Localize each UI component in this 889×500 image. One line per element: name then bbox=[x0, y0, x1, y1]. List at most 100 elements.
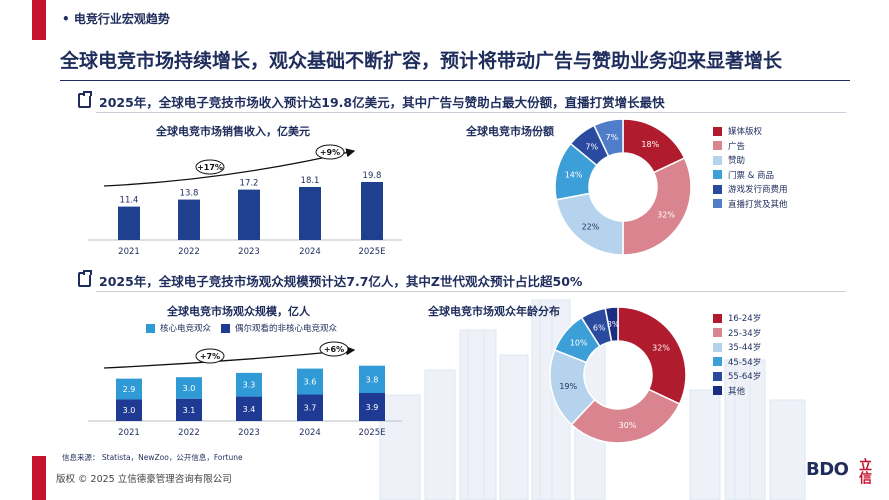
casual-viewer-bar bbox=[236, 396, 262, 421]
core-viewer-bar bbox=[176, 377, 202, 399]
donut-slice-label: 7% bbox=[585, 143, 598, 152]
legend-label-core: 核心电竞观众 bbox=[160, 324, 212, 334]
legend-swatch bbox=[713, 342, 722, 352]
legend-swatch bbox=[713, 141, 722, 151]
donut-slice-label: 14% bbox=[565, 170, 583, 179]
revenue-bar bbox=[178, 199, 200, 240]
audience-chart-title: 全球电竞市场观众规模，亿人 bbox=[167, 305, 310, 318]
donut-slice-label: 22% bbox=[582, 222, 600, 231]
revenue-category-label: 2021 bbox=[118, 247, 140, 257]
revenue-bar bbox=[299, 186, 321, 240]
growth-arrow bbox=[103, 346, 356, 369]
growth-badge bbox=[315, 144, 345, 160]
legend-swatch bbox=[713, 386, 722, 396]
market-share-legend: 媒体版权广告赞助门票 & 商品游戏发行商费用 直播打赏及其他 bbox=[713, 124, 788, 211]
donut-slice bbox=[604, 306, 619, 343]
legend-label: 直播打赏及其他 bbox=[728, 199, 788, 210]
casual-viewer-bar bbox=[176, 398, 202, 421]
legend-item: 45-54岁 bbox=[713, 355, 761, 370]
growth-label: +7% bbox=[200, 352, 220, 361]
audience-value-label: 3.1 bbox=[183, 406, 196, 415]
audience-value-label: 3.9 bbox=[366, 403, 379, 412]
legend-item: 25-34岁 bbox=[713, 326, 761, 341]
audience-value-label: 3.4 bbox=[243, 405, 256, 414]
audience-category-label: 2022 bbox=[178, 428, 200, 438]
legend-label: 门票 & 商品 bbox=[728, 170, 775, 181]
donut-slice-label: 7% bbox=[606, 133, 619, 142]
audience-value-label: 3.8 bbox=[366, 375, 379, 384]
donut-slice-label: 10% bbox=[570, 338, 588, 347]
donut-slice bbox=[622, 157, 692, 256]
legend-swatch bbox=[713, 328, 722, 338]
revenue-value-label: 19.8 bbox=[363, 171, 382, 181]
legend-label: 25-34岁 bbox=[728, 328, 762, 339]
revenue-category-label: 2022 bbox=[178, 247, 200, 257]
audience-value-label: 3.0 bbox=[123, 406, 136, 415]
legend-swatch bbox=[713, 357, 722, 367]
title-divider bbox=[60, 80, 850, 81]
copyright-text: 版权 © 2025 立信德豪管理咨询有限公司 bbox=[56, 474, 232, 485]
donut-slice bbox=[617, 306, 687, 405]
revenue-bar bbox=[361, 182, 383, 240]
age-distribution-legend: 16-24岁 25-34岁 35-44岁 45-54岁 55-64岁 其他 bbox=[713, 311, 761, 398]
audience-value-label: 3.7 bbox=[304, 404, 317, 413]
growth-label: +17% bbox=[197, 163, 223, 172]
donut-slice bbox=[593, 118, 624, 158]
audience-category-label: 2025E bbox=[358, 428, 385, 438]
legend-swatch bbox=[713, 371, 722, 381]
legend-swatch bbox=[713, 155, 722, 165]
legend-swatch bbox=[713, 126, 722, 136]
market-share-chart-title: 全球电竞市场份额 bbox=[466, 125, 554, 138]
source-note: 信息来源： Statista，NewZoo，公开信息，Fortune bbox=[62, 453, 243, 462]
legend-item: 直播打赏及其他 bbox=[713, 197, 788, 212]
legend-item: 35-44岁 bbox=[713, 340, 761, 355]
revenue-value-label: 17.2 bbox=[240, 179, 259, 189]
audience-growth: +7% +6% bbox=[103, 341, 356, 369]
legend-label: 广告 bbox=[728, 141, 746, 152]
growth-label: +9% bbox=[320, 148, 340, 157]
revenue-growth: +17% +9% bbox=[103, 144, 356, 187]
legend-label: 游戏发行商费用 bbox=[728, 185, 788, 196]
legend-item: 门票 & 商品 bbox=[713, 168, 788, 183]
audience-category-label: 2023 bbox=[238, 428, 260, 438]
legend-label: 媒体版权 bbox=[728, 127, 763, 138]
legend-label-casual: 偶尔观看的非核心电竞观众 bbox=[235, 324, 338, 334]
donut-slice-label: 18% bbox=[641, 140, 659, 149]
donut-slice bbox=[570, 388, 681, 444]
casual-viewer-bar bbox=[359, 393, 385, 421]
donut-slice-label: 32% bbox=[657, 210, 675, 219]
donut-slice-label: 3% bbox=[607, 320, 620, 329]
section1-divider bbox=[96, 112, 846, 113]
clipboard-icon bbox=[78, 91, 92, 108]
page-title: 全球电竞市场持续增长，观众基础不断扩容，预计将带动广告与赞助业务迎来显著增长 bbox=[60, 50, 783, 72]
audience-value-label: 2.9 bbox=[123, 385, 136, 394]
growth-badge bbox=[195, 159, 225, 175]
donut-slice-label: 19% bbox=[559, 382, 577, 391]
legend-item: 广告 bbox=[713, 139, 788, 154]
audience-value-label: 3.6 bbox=[304, 378, 317, 387]
audience-value-label: 3.0 bbox=[183, 384, 196, 393]
section1-heading: 2025年，全球电子竞技市场收入预计达19.8亿美元，其中广告与赞助占最大份额，… bbox=[99, 95, 665, 110]
legend-label: 35-44岁 bbox=[728, 343, 762, 354]
section-label: • 电竞行业宏观趋势 bbox=[62, 12, 170, 26]
footer-accent-bar bbox=[32, 456, 46, 500]
legend-item: 媒体版权 bbox=[713, 124, 788, 139]
revenue-value-label: 11.4 bbox=[120, 196, 139, 206]
bdo-logo: BDO bbox=[806, 459, 849, 480]
revenue-category-label: 2025E bbox=[358, 247, 385, 257]
revenue-value-label: 18.1 bbox=[301, 176, 320, 186]
donut-slice-label: 32% bbox=[652, 344, 670, 353]
casual-viewer-bar bbox=[297, 394, 323, 421]
audience-category-label: 2021 bbox=[118, 428, 140, 438]
legend-label: 其他 bbox=[728, 386, 746, 397]
growth-badge bbox=[319, 341, 349, 357]
age-chart-title: 全球电竞市场观众年龄分布 bbox=[428, 305, 560, 318]
legend-label: 赞助 bbox=[728, 156, 746, 167]
casual-viewer-bar bbox=[116, 399, 142, 421]
growth-badge bbox=[195, 348, 225, 364]
audience-legend: 核心电竞观众 偶尔观看的非核心电竞观众 bbox=[146, 322, 337, 334]
growth-label: +6% bbox=[324, 345, 344, 354]
legend-swatch-casual bbox=[221, 323, 231, 333]
legend-swatch bbox=[713, 313, 722, 323]
